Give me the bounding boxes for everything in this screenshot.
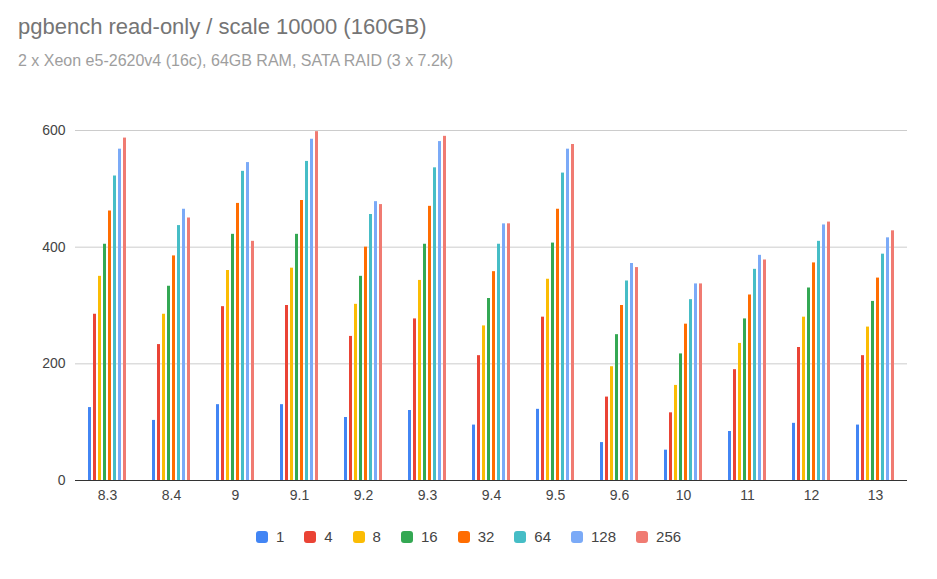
- html-text:128: 128: [591, 528, 616, 545]
- svg-text:12: 12: [804, 487, 820, 503]
- html-text:64: 64: [534, 528, 551, 545]
- svg-text:200: 200: [42, 355, 66, 371]
- svg-text:9.6: 9.6: [610, 487, 630, 503]
- html-text:256: 256: [656, 528, 682, 545]
- svg-text:9.4: 9.4: [482, 487, 502, 503]
- html-text:1: 1: [275, 528, 285, 545]
- svg-text:8.4: 8.4: [162, 487, 182, 503]
- svg-text:600: 600: [42, 122, 66, 138]
- svg-text:400: 400: [42, 239, 66, 255]
- svg-text:0: 0: [58, 472, 66, 488]
- svg-text:11: 11: [740, 487, 755, 503]
- html-text:16: 16: [421, 528, 438, 545]
- svg-text:9.5: 9.5: [546, 487, 566, 503]
- svg-text:9.2: 9.2: [354, 487, 374, 503]
- svg-text:10: 10: [676, 487, 692, 503]
- svg-text:9.3: 9.3: [418, 487, 438, 503]
- svg-text:9: 9: [232, 487, 240, 503]
- svg-text:8.3: 8.3: [98, 487, 118, 503]
- html-text:4: 4: [324, 528, 333, 545]
- svg-text:13: 13: [868, 487, 884, 503]
- svg-text:9.1: 9.1: [290, 487, 310, 503]
- html-text:2 x Xeon e5-2620v4 (16c), 64GB: 2 x Xeon e5-2620v4 (16c), 64GB RAM, SATA…: [18, 52, 454, 69]
- html-text:32: 32: [477, 528, 495, 545]
- html-text:pgbench read-only / scale 1000: pgbench read-only / scale 10000 (160GB): [18, 14, 427, 39]
- html-text:8: 8: [372, 528, 381, 545]
